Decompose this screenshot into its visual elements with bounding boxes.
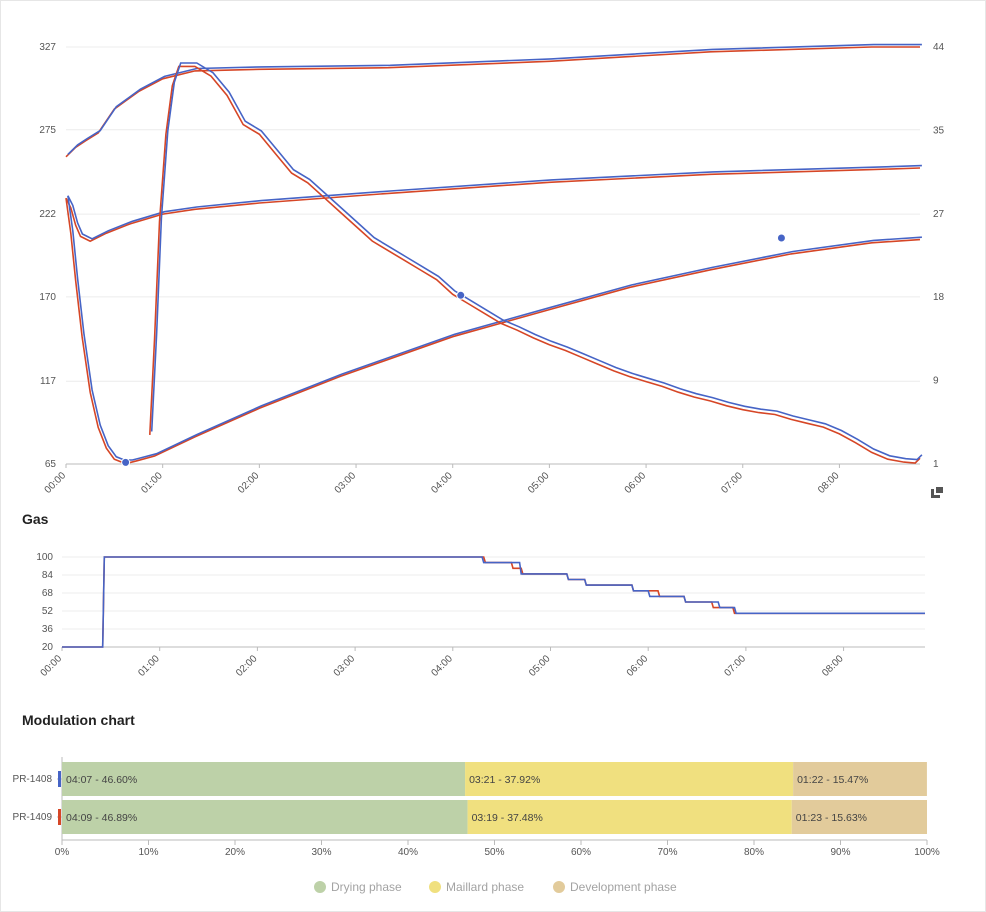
gas-series-line <box>62 556 925 648</box>
x-tick-label: 10% <box>138 847 158 858</box>
expand-icon[interactable] <box>929 484 945 500</box>
y-left-tick-label: 65 <box>45 459 57 470</box>
phase-bar-segment <box>62 762 466 796</box>
category-label: PR-1408 <box>13 774 53 785</box>
legend-label-development: Development phase <box>570 880 677 894</box>
y-left-tick-label: 222 <box>39 209 56 220</box>
series-line-blue <box>67 195 922 461</box>
x-tick-label: 40% <box>398 847 418 858</box>
x-tick-label: 0% <box>55 847 70 858</box>
y-right-tick-label: 27 <box>933 209 945 220</box>
series-line-blue <box>67 43 922 155</box>
phase-bar-segment <box>467 800 792 834</box>
legend-item-development[interactable]: Development phase <box>553 880 677 894</box>
y-tick-label: 84 <box>42 570 54 581</box>
y-tick-label: 68 <box>42 588 54 599</box>
x-tick-label: 50% <box>484 847 504 858</box>
event-marker <box>776 233 786 243</box>
category-swatch <box>58 809 61 825</box>
x-tick-label: 90% <box>830 847 850 858</box>
category-label: PR-1409 <box>13 812 53 823</box>
legend-item-maillard[interactable]: Maillard phase <box>429 880 524 894</box>
x-tick-label: 30% <box>311 847 331 858</box>
phase-bar-segment <box>793 762 927 796</box>
legend-item-drying[interactable]: Drying phase <box>314 880 402 894</box>
y-right-tick-label: 9 <box>933 376 939 387</box>
phase-bar-label: 04:07 - 46.60% <box>66 774 137 786</box>
phase-bar-segment <box>791 800 927 834</box>
phase-bar-label: 04:09 - 46.89% <box>66 812 137 824</box>
phase-bar-label: 01:23 - 15.63% <box>796 812 867 824</box>
series-line-red <box>149 65 921 464</box>
x-tick-label: 20% <box>225 847 245 858</box>
category-swatch <box>58 771 61 787</box>
y-tick-label: 100 <box>36 552 53 563</box>
y-tick-label: 20 <box>42 642 54 653</box>
series-line-red <box>65 46 920 158</box>
legend-swatch-maillard <box>429 881 441 893</box>
y-tick-label: 52 <box>42 606 54 617</box>
legend-swatch-development <box>553 881 565 893</box>
phase-bar-label: 03:21 - 37.92% <box>469 774 540 786</box>
legend-swatch-drying <box>314 881 326 893</box>
event-marker <box>121 457 131 467</box>
phase-bar-label: 03:19 - 37.48% <box>472 812 543 824</box>
phase-bar-segment <box>62 800 468 834</box>
series-line-blue <box>150 62 923 461</box>
y-right-tick-label: 18 <box>933 292 945 303</box>
modulation-legend: Drying phase Maillard phase Development … <box>0 880 986 898</box>
y-left-tick-label: 170 <box>39 292 56 303</box>
series-line-blue <box>67 164 922 240</box>
y-tick-label: 36 <box>42 624 54 635</box>
phase-bar-segment <box>465 762 794 796</box>
x-tick-label: 80% <box>744 847 764 858</box>
y-left-tick-label: 275 <box>39 125 56 136</box>
y-right-tick-label: 44 <box>933 42 945 53</box>
gas-chart-title: Gas <box>22 511 49 527</box>
legend-label-maillard: Maillard phase <box>446 880 525 894</box>
legend-label-drying: Drying phase <box>331 880 402 894</box>
y-left-tick-label: 327 <box>39 42 56 53</box>
x-tick-label: 70% <box>657 847 677 858</box>
x-tick-label: 60% <box>571 847 591 858</box>
modulation-chart-title: Modulation chart <box>22 712 135 728</box>
y-right-tick-label: 1 <box>933 459 939 470</box>
event-marker <box>456 290 466 300</box>
series-line-red <box>65 167 921 243</box>
y-right-tick-label: 35 <box>933 125 945 136</box>
y-left-tick-label: 117 <box>40 376 56 387</box>
x-tick-label: 100% <box>914 847 940 858</box>
phase-bar-label: 01:22 - 15.47% <box>797 774 868 786</box>
series-line-red <box>65 198 921 464</box>
